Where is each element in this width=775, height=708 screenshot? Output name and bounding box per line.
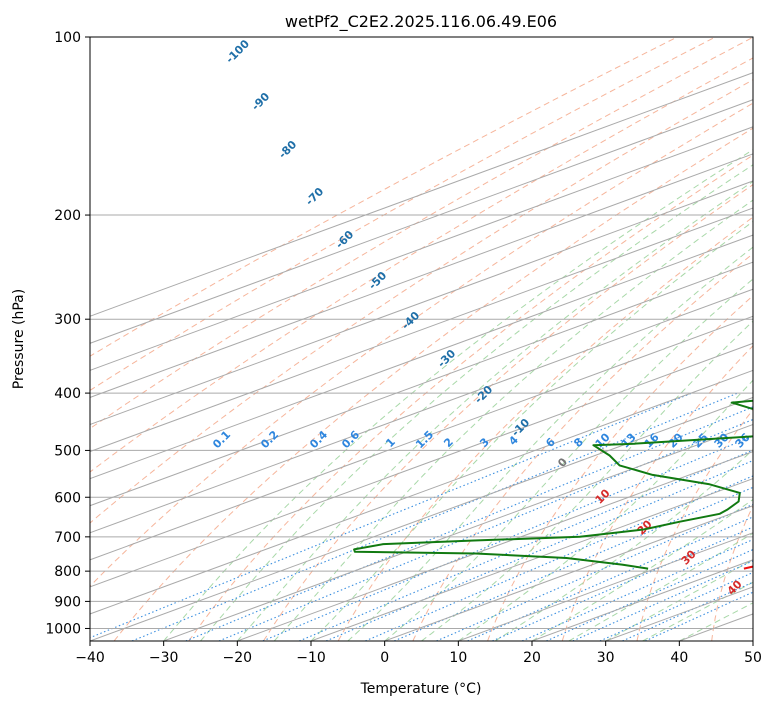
chart-title: wetPf2_C2E2.2025.116.06.49.E06 (285, 12, 557, 32)
data-series (353, 399, 753, 570)
dry-adiabat (337, 216, 753, 641)
y-tick-label: 500 (54, 443, 81, 459)
x-tick-label: −20 (223, 650, 253, 666)
isotherm (310, 478, 753, 641)
isotherm (90, 207, 753, 453)
x-tick-label: −30 (149, 650, 179, 666)
plot-frame (89, 36, 754, 642)
isotherm (90, 261, 753, 507)
moist-adiabat (531, 498, 753, 641)
mixing-ratio-line (521, 538, 753, 641)
mixing-ratio-line (185, 406, 753, 641)
dry-adiabat (487, 295, 753, 641)
isotherm (458, 532, 753, 641)
moist-adiabat (384, 278, 753, 641)
y-tick-label: 900 (54, 594, 81, 610)
y-axis-label: Pressure (hPa) (11, 289, 27, 389)
y-tick-label: 600 (54, 490, 81, 506)
isotherm (90, 315, 753, 561)
isotherm (90, 396, 753, 641)
moist-adiabats (163, 149, 753, 641)
x-tick-label: 50 (744, 650, 762, 666)
dry-adiabat (561, 345, 753, 641)
isotherm (384, 505, 753, 641)
mixing-ratio-line (298, 449, 753, 641)
moist-adiabat (458, 379, 753, 641)
x-tick-label: 10 (449, 650, 467, 666)
isotherms (90, 72, 753, 641)
isotherm (90, 369, 753, 615)
moist-adiabat (236, 180, 753, 641)
isotherm (90, 342, 753, 588)
x-tick-label: 30 (597, 650, 615, 666)
y-tick-label: 800 (54, 564, 81, 580)
moist-adiabat (310, 220, 753, 641)
isotherm (90, 99, 753, 344)
mixing-ratio-line (622, 581, 753, 641)
x-tick-label: 20 (523, 650, 541, 666)
dry-adiabat (90, 102, 753, 587)
x-tick-label: −10 (296, 650, 326, 666)
mixing-ratio-line (492, 526, 753, 641)
mixing-ratio-line (90, 392, 693, 639)
y-tick-label: 300 (54, 312, 81, 328)
isotherm (90, 234, 753, 480)
isotherm (90, 180, 753, 426)
axes: −40 −30 −20 −10 0 10 20 30 40 50 100 200 300 400 500 60… (45, 30, 762, 666)
y-tick-label: 100 (54, 30, 81, 46)
mixing-ratio-line (218, 418, 753, 641)
x-tick-label: 0 (380, 650, 389, 666)
dry-adiabat (263, 184, 753, 641)
isotherm (90, 153, 753, 398)
dry-adiabat (113, 127, 753, 641)
x-tick-label: −40 (75, 650, 105, 666)
x-axis-label: Temperature (°C) (360, 681, 482, 697)
mixing-ratio-line (572, 560, 753, 641)
dry-adiabat (188, 154, 753, 641)
mixing-ratio-line (393, 486, 753, 641)
y-tick-label: 1000 (45, 621, 81, 637)
mixing-ratio-line (262, 435, 753, 641)
mixing-ratio-line (599, 571, 753, 641)
dry-adiabat (90, 37, 753, 430)
isotherm (90, 126, 753, 371)
dewpoint-line (353, 399, 753, 570)
isotherm (163, 423, 753, 641)
dry-adiabat (90, 79, 753, 524)
moist-adiabat (421, 320, 753, 641)
dry-adiabats (90, 37, 753, 641)
moist-adiabat (200, 164, 753, 641)
pressure-gridlines (90, 37, 753, 629)
moist-adiabat (347, 246, 753, 641)
isotherm (90, 288, 753, 534)
y-tick-label: 400 (54, 386, 81, 402)
dry-adiabat (636, 408, 753, 641)
dry-adiabat (90, 37, 716, 391)
isotherm (237, 451, 753, 641)
y-tick-label: 200 (54, 208, 81, 224)
dry-adiabat (90, 57, 753, 473)
moist-adiabat (163, 149, 753, 641)
isotherm (90, 72, 753, 317)
x-tick-label: 40 (670, 650, 688, 666)
dry-adiabat (90, 37, 678, 357)
y-tick-label: 700 (54, 530, 81, 546)
